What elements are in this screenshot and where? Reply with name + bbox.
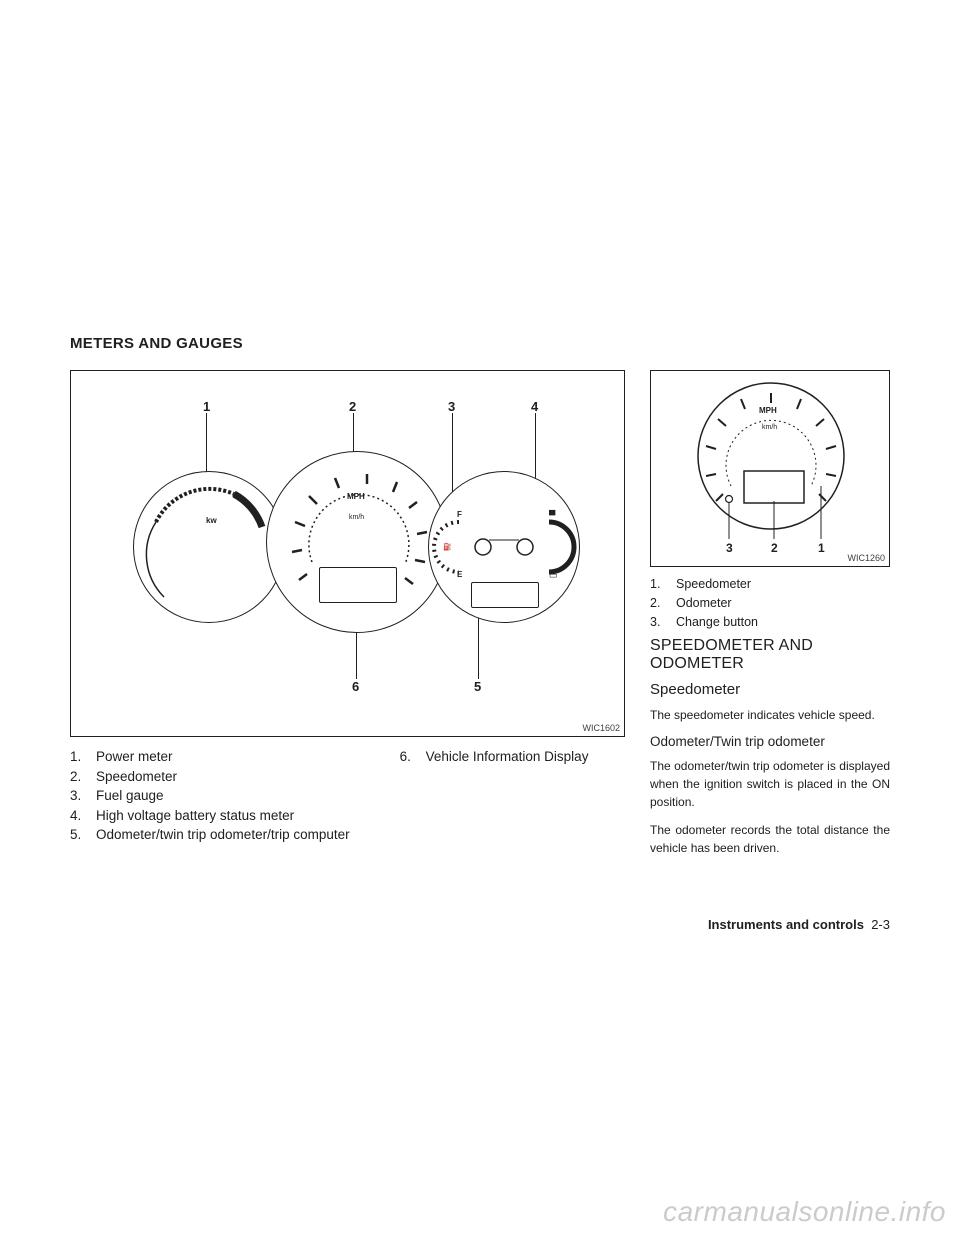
section-title: METERS AND GAUGES xyxy=(70,335,890,352)
callout-1: 1 xyxy=(203,399,210,414)
callout2-2: 2 xyxy=(771,541,778,555)
speedometer-gauge: MPH km/h xyxy=(266,451,448,633)
f-label: F xyxy=(457,510,462,519)
mph-label: MPH xyxy=(347,492,365,501)
fuel-battery-gauge: F E ⛽ ▀ ▭ xyxy=(428,471,580,623)
vehicle-info-display xyxy=(319,567,397,603)
para-odometer-2: The odometer records the total distance … xyxy=(650,821,890,857)
power-meter-gauge: kw xyxy=(133,471,285,623)
para-speedometer: The speedometer indicates vehicle speed. xyxy=(650,706,890,724)
para-odometer-1: The odometer/twin trip odometer is displ… xyxy=(650,757,890,811)
page-footer: Instruments and controls 2-3 xyxy=(708,917,890,932)
figure1-legend: 1.Power meter 2.Speedometer 3.Fuel gauge… xyxy=(70,747,625,845)
legend-col-b: 6.Vehicle Information Display xyxy=(400,747,589,845)
left-column: 1 2 3 4 5 6 xyxy=(70,370,625,867)
callout-2: 2 xyxy=(349,399,356,414)
mph-label-2: MPH xyxy=(759,406,777,415)
callout-5: 5 xyxy=(474,679,481,694)
kmh-label: km/h xyxy=(349,514,364,521)
figure2-legend: 1.Speedometer 2.Odometer 3.Change button xyxy=(650,575,890,631)
callout-6: 6 xyxy=(352,679,359,694)
kw-label: kw xyxy=(206,516,217,525)
figure-speedometer: MPH km/h 1 2 3 WIC1260 xyxy=(650,370,890,567)
figure-code-2: WIC1260 xyxy=(847,553,885,563)
legend-col-a: 1.Power meter 2.Speedometer 3.Fuel gauge… xyxy=(70,747,350,845)
right-column: MPH km/h 1 2 3 WIC1260 1.Speedometer 2.O… xyxy=(650,370,890,867)
odometer-display xyxy=(471,582,539,608)
callout2-1: 1 xyxy=(818,541,825,555)
kmh-label-2: km/h xyxy=(762,424,777,431)
figure-cluster: 1 2 3 4 5 6 xyxy=(70,370,625,737)
e-label: E xyxy=(457,570,462,579)
callout2-3: 3 xyxy=(726,541,733,555)
figure-code: WIC1602 xyxy=(582,723,620,733)
callout-3: 3 xyxy=(448,399,455,414)
subheading-odometer: Odometer/Twin trip odometer xyxy=(650,734,890,749)
battery-full-icon: ▀ xyxy=(549,510,555,520)
battery-empty-icon: ▭ xyxy=(549,570,558,581)
subheading-speedometer: Speedometer xyxy=(650,681,890,698)
watermark: carmanualsonline.info xyxy=(663,1196,946,1228)
heading-speedometer-odometer: SPEEDOMETER AND ODOMETER xyxy=(650,637,890,673)
callout-4: 4 xyxy=(531,399,538,414)
fuel-pump-icon: ⛽ xyxy=(443,543,452,551)
